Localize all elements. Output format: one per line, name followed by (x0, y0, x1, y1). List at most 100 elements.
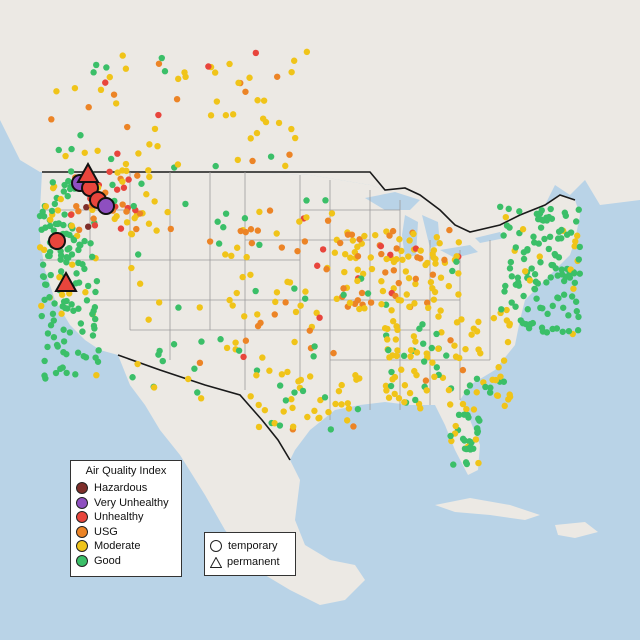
monitor-marker (512, 303, 519, 310)
monitor-marker (367, 299, 375, 306)
legend-item-moderate: Moderate (76, 539, 140, 553)
monitor-marker (412, 245, 420, 252)
monitor-marker (72, 280, 80, 287)
monitor-marker (229, 302, 236, 309)
monitor-marker (54, 343, 61, 350)
monitor-marker (66, 185, 74, 193)
monitor-marker (560, 304, 567, 311)
monitor-marker (68, 251, 76, 258)
monitor-marker (87, 240, 94, 247)
monitor-marker (402, 268, 410, 275)
monitor-marker (450, 461, 457, 468)
monitor-marker (226, 60, 233, 68)
monitor-marker (294, 247, 301, 255)
monitor-marker (521, 268, 529, 275)
monitor-marker (453, 258, 460, 265)
monitor-marker (520, 249, 528, 256)
monitor-marker (492, 376, 500, 384)
legend-item-very-unhealthy: Very Unhealthy (76, 496, 169, 510)
monitor-marker (119, 201, 126, 208)
monitor-marker (130, 202, 137, 210)
monitor-marker (91, 222, 99, 229)
monitor-marker (490, 314, 498, 322)
monitor-marker (414, 254, 421, 261)
legend-label: Good (94, 554, 121, 567)
monitor-marker (207, 112, 215, 119)
monitor-marker (246, 74, 253, 81)
monitor-marker (319, 246, 327, 253)
monitor-marker (576, 243, 584, 251)
monitor-marker (286, 279, 294, 286)
monitor-marker (198, 338, 205, 345)
monitor-marker (435, 345, 442, 352)
monitor-marker (423, 387, 430, 394)
monitor-marker (393, 323, 400, 330)
monitor-marker (123, 167, 130, 175)
monitor-marker (123, 208, 130, 215)
monitor-marker (47, 322, 55, 329)
monitor-marker (537, 259, 544, 266)
monitor-marker (350, 423, 357, 430)
monitor-marker (443, 352, 450, 359)
legend-label: Moderate (94, 540, 141, 552)
monitor-marker (410, 230, 417, 238)
monitor-marker (242, 88, 249, 95)
monitor-marker (73, 202, 80, 210)
temporary-monitor-marker (97, 197, 115, 215)
monitor-marker (278, 371, 286, 378)
monitor-marker (235, 347, 243, 354)
monitor-marker (430, 296, 438, 303)
monitor-marker (431, 288, 439, 296)
monitor-marker (161, 68, 169, 75)
monitor-marker (524, 306, 531, 313)
monitor-marker (378, 300, 385, 308)
monitor-marker (154, 142, 161, 150)
monitor-marker (566, 274, 574, 281)
monitor-marker (346, 299, 354, 307)
monitor-marker (63, 369, 70, 377)
monitor-marker (41, 296, 48, 303)
monitor-marker (92, 315, 99, 323)
monitor-marker (92, 288, 99, 296)
monitor-marker (114, 150, 121, 157)
monitor-marker (271, 420, 278, 427)
monitor-marker (412, 396, 419, 404)
monitor-marker (486, 389, 494, 396)
monitor-marker (437, 274, 445, 281)
monitor-marker (280, 408, 287, 415)
monitor-marker (82, 289, 89, 296)
monitor-marker (356, 236, 363, 243)
monitor-marker (573, 232, 581, 239)
monitor-marker (528, 265, 535, 272)
monitor-marker (537, 224, 545, 231)
color-swatch-icon (76, 540, 88, 552)
monitor-marker (128, 264, 135, 272)
monitor-marker (110, 91, 118, 98)
monitor-marker (554, 235, 562, 242)
monitor-marker (111, 215, 118, 223)
monitor-marker (131, 214, 138, 222)
monitor-marker (47, 271, 54, 279)
monitor-marker (336, 239, 344, 247)
monitor-marker (64, 246, 71, 253)
monitor-marker (473, 375, 481, 383)
monitor-marker (331, 249, 339, 256)
monitor-marker (412, 280, 419, 288)
monitor-marker (68, 222, 76, 230)
monitor-marker (475, 346, 482, 353)
monitor-marker (234, 156, 242, 164)
cuba-landmass (435, 498, 540, 520)
monitor-marker (573, 308, 581, 315)
monitor-marker (429, 359, 436, 366)
monitor-marker (129, 374, 136, 381)
monitor-marker (401, 398, 408, 406)
monitor-marker (340, 285, 347, 292)
monitor-marker (422, 377, 430, 384)
monitor-marker (543, 279, 550, 286)
monitor-marker (46, 252, 53, 260)
monitor-marker (463, 389, 471, 396)
monitor-marker (158, 54, 165, 62)
monitor-marker (575, 256, 583, 263)
monitor-marker (63, 259, 70, 266)
monitor-marker (50, 227, 58, 234)
